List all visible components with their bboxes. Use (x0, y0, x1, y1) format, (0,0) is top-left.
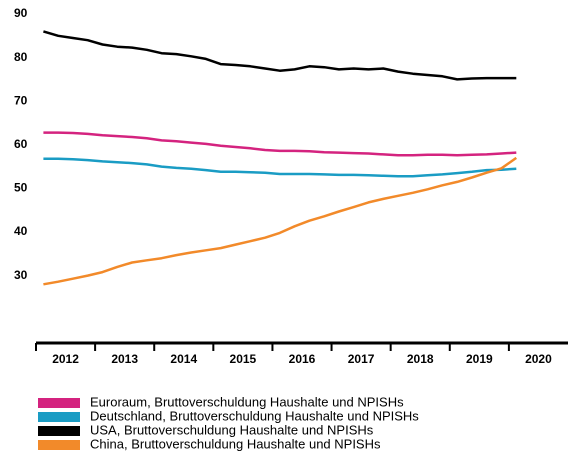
line-series (43, 131, 517, 157)
x-tick-label: 2014 (170, 352, 197, 366)
x-tick-label: 2017 (348, 352, 375, 366)
y-tick-label: 80 (14, 50, 28, 64)
legend-swatch (38, 440, 80, 450)
legend-label: China, Bruttoverschuldung Haushalte und … (90, 436, 381, 451)
y-tick-label: 70 (14, 93, 28, 107)
y-tick-label: 30 (14, 268, 28, 282)
legend-swatch (38, 412, 80, 422)
legend-swatch (38, 426, 80, 436)
x-tick-label: 2020 (525, 352, 552, 366)
x-tick-label: 2015 (230, 352, 257, 366)
legend-label: USA, Bruttoverschuldung Haushalte und NP… (90, 422, 374, 437)
y-tick-label: 60 (14, 137, 28, 151)
y-tick-label: 40 (14, 224, 28, 238)
y-tick-label: 50 (14, 181, 28, 195)
x-tick-label: 2016 (289, 352, 316, 366)
legend-label: Deutschland, Bruttoverschuldung Haushalt… (90, 408, 419, 423)
x-tick-label: 2019 (466, 352, 493, 366)
line-series (43, 156, 518, 286)
line-series (43, 157, 517, 178)
y-tick-label: 90 (14, 6, 28, 20)
legend-label: Euroraum, Bruttoverschuldung Haushalte u… (90, 394, 404, 409)
x-tick-label: 2012 (52, 352, 79, 366)
legend-swatch (38, 398, 80, 408)
x-tick-label: 2018 (407, 352, 434, 366)
line-series (43, 30, 517, 81)
x-tick-label: 2013 (111, 352, 138, 366)
